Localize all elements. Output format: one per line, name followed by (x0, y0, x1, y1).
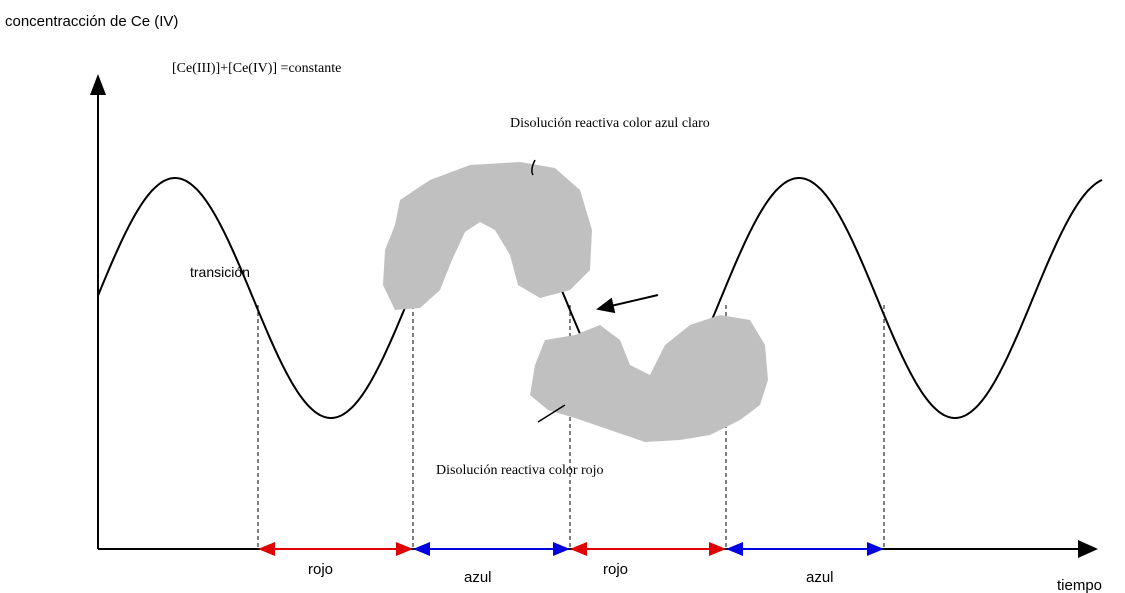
blue-solution-label: Disolución reactiva color azul claro (510, 116, 710, 131)
equation: [Ce(III)]+[Ce(IV)] =constante (172, 61, 341, 76)
red-solution-label: Disolución reactiva color rojo (436, 463, 604, 478)
y-arrowhead (90, 74, 106, 95)
interval-label: azul (806, 569, 834, 586)
blue-solution-blob (383, 162, 592, 310)
page: {"axes": {"y_label": "concentracción de … (0, 0, 1125, 593)
x-axis-label: tiempo (1057, 577, 1102, 593)
interval-label: azul (464, 569, 492, 586)
interval-label: rojo (308, 561, 333, 578)
diagram: concentracción de Ce (IV) [Ce(III)]+[Ce(… (0, 0, 1125, 593)
y-axis-label: concentracción de Ce (IV) (5, 13, 178, 30)
interval-label: rojo (603, 561, 628, 578)
interval-arrows (258, 542, 884, 556)
x-arrowhead (1078, 540, 1098, 558)
red-solution-blob (530, 315, 768, 442)
transition-label: transición (190, 264, 250, 280)
pointer-arrow (598, 295, 658, 309)
